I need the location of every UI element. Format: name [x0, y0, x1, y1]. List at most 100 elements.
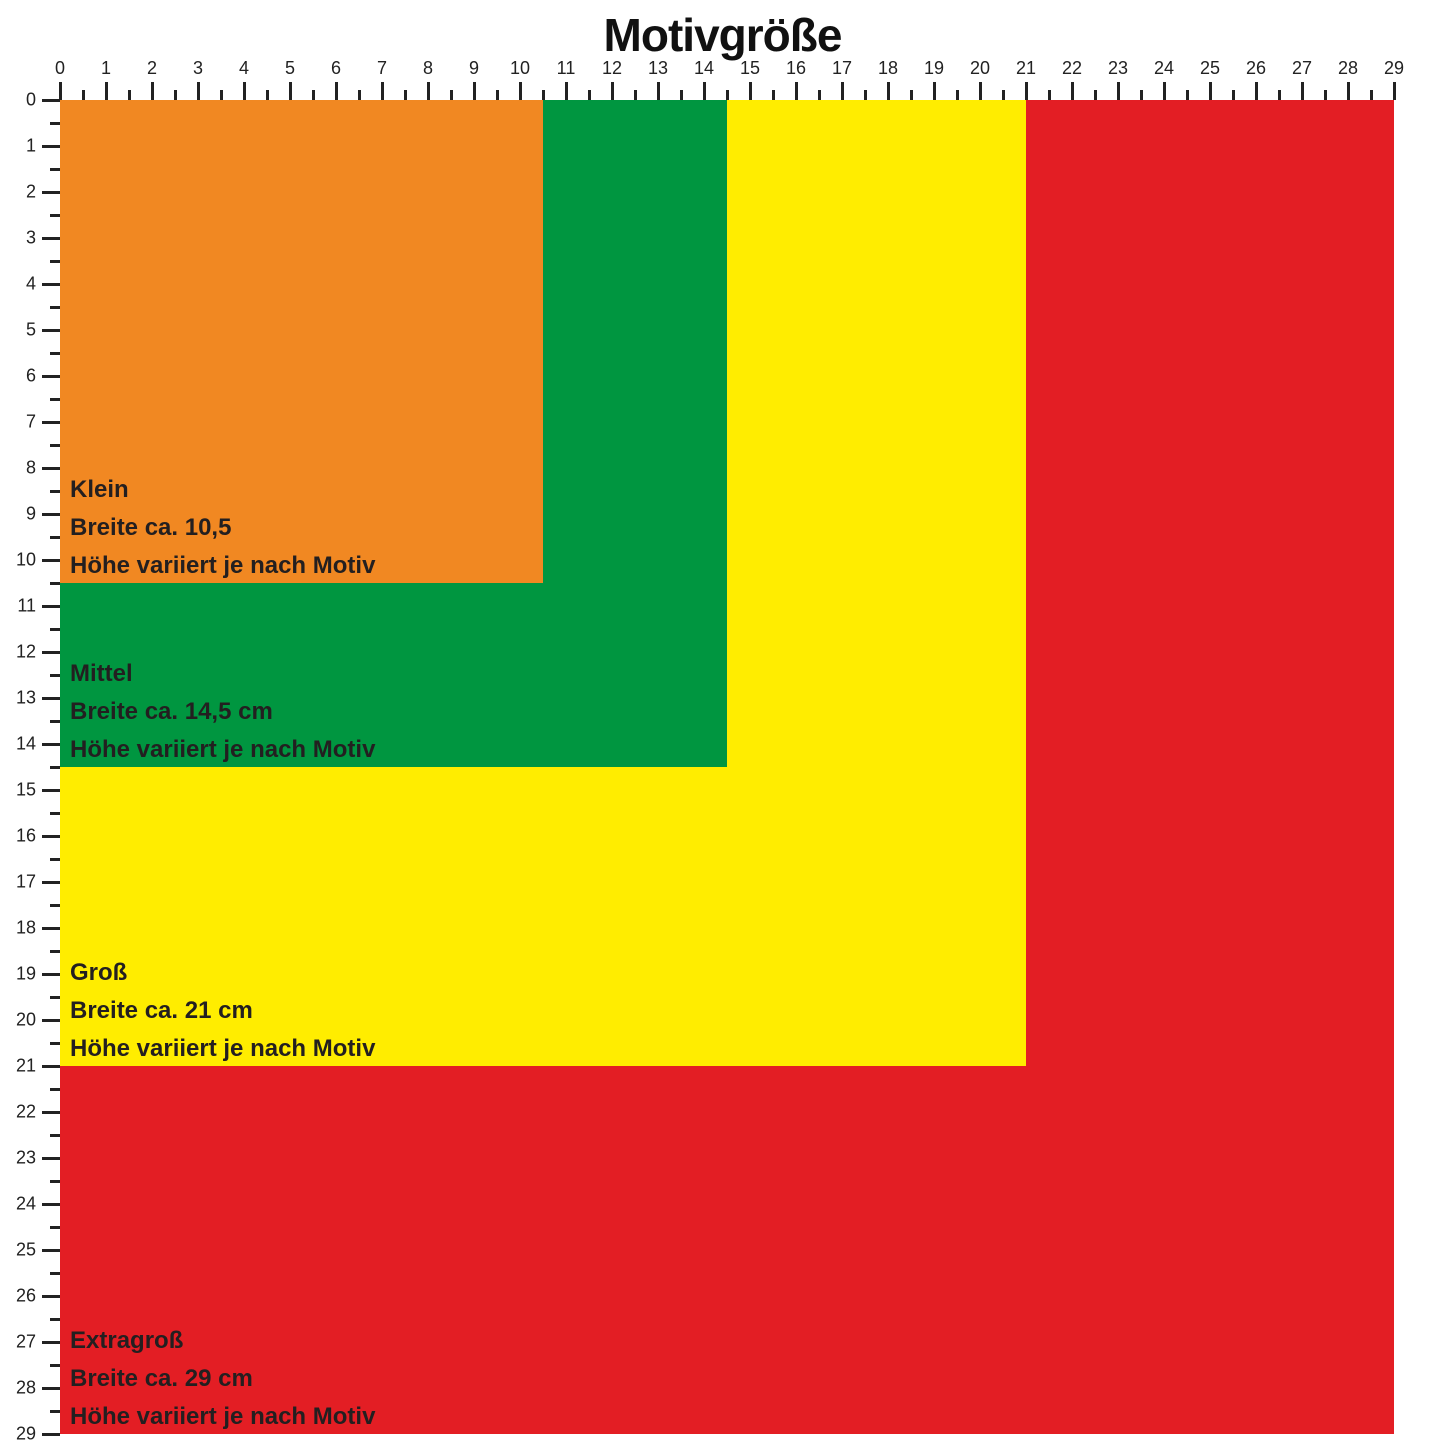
ruler-tick [42, 191, 60, 194]
size-name: Klein [70, 473, 533, 507]
ruler-number: 7 [377, 58, 387, 79]
ruler-number: 9 [8, 504, 36, 525]
ruler-tick [335, 82, 338, 100]
ruler-number: 20 [8, 1010, 36, 1031]
ruler-number: 19 [924, 58, 944, 79]
ruler-tick [59, 82, 62, 100]
ruler-tick [933, 82, 936, 100]
ruler-tick [427, 82, 430, 100]
ruler-tick-minor [818, 90, 821, 100]
ruler-tick-minor [50, 858, 60, 861]
ruler-tick-minor [404, 90, 407, 100]
ruler-tick [381, 82, 384, 100]
ruler-number: 2 [8, 182, 36, 203]
ruler-number: 27 [8, 1332, 36, 1353]
ruler-tick [1025, 82, 1028, 100]
ruler-number: 0 [8, 90, 36, 111]
ruler-tick [42, 559, 60, 562]
size-line: Breite ca. 21 cm [70, 994, 1016, 1028]
ruler-number: 1 [101, 58, 111, 79]
ruler-tick [42, 881, 60, 884]
ruler-tick [1393, 82, 1396, 100]
ruler-tick [42, 283, 60, 286]
ruler-tick-minor [50, 812, 60, 815]
ruler-tick [42, 1249, 60, 1252]
ruler-tick [42, 1203, 60, 1206]
ruler-tick-minor [50, 1042, 60, 1045]
ruler-tick [42, 1295, 60, 1298]
ruler-tick [611, 82, 614, 100]
ruler-tick-minor [50, 352, 60, 355]
ruler-number: 1 [8, 136, 36, 157]
ruler-tick [749, 82, 752, 100]
ruler-tick-minor [50, 1134, 60, 1137]
size-line: Höhe variiert je nach Motiv [70, 1400, 1384, 1434]
ruler-tick-minor [1094, 90, 1097, 100]
ruler-tick-minor [50, 306, 60, 309]
ruler-number: 12 [8, 642, 36, 663]
ruler-number: 4 [8, 274, 36, 295]
ruler-number: 14 [8, 734, 36, 755]
ruler-number: 21 [8, 1056, 36, 1077]
ruler-tick [105, 82, 108, 100]
ruler-number: 2 [147, 58, 157, 79]
ruler-tick-minor [50, 214, 60, 217]
size-line: Breite ca. 10,5 [70, 511, 533, 545]
ruler-tick [42, 973, 60, 976]
ruler-tick-minor [450, 90, 453, 100]
ruler-tick-minor [864, 90, 867, 100]
ruler-tick-minor [50, 260, 60, 263]
ruler-number: 11 [557, 58, 576, 79]
ruler-number: 18 [878, 58, 898, 79]
ruler-number: 5 [8, 320, 36, 341]
ruler-number: 24 [1154, 58, 1174, 79]
ruler-tick-minor [50, 1364, 60, 1367]
ruler-tick [657, 82, 660, 100]
ruler-tick-minor [634, 90, 637, 100]
ruler-number: 3 [193, 58, 203, 79]
ruler-number: 28 [8, 1378, 36, 1399]
ruler-tick [42, 513, 60, 516]
plot-area: ExtragroßBreite ca. 29 cmHöhe variiert j… [60, 100, 1394, 1434]
ruler-number: 15 [740, 58, 760, 79]
ruler-tick [42, 1157, 60, 1160]
ruler-number: 13 [648, 58, 668, 79]
ruler-tick [42, 1387, 60, 1390]
ruler-tick-minor [174, 90, 177, 100]
ruler-tick-minor [50, 444, 60, 447]
ruler-tick [42, 605, 60, 608]
ruler-number: 10 [510, 58, 530, 79]
size-label-mittel: MittelBreite ca. 14,5 cmHöhe variiert je… [70, 657, 717, 767]
ruler-tick [42, 743, 60, 746]
ruler-number: 22 [1062, 58, 1082, 79]
ruler-tick [42, 927, 60, 930]
ruler-tick [1347, 82, 1350, 100]
ruler-number: 5 [285, 58, 295, 79]
ruler-number: 8 [423, 58, 433, 79]
ruler-tick-minor [956, 90, 959, 100]
ruler-tick-minor [50, 536, 60, 539]
ruler-tick [42, 375, 60, 378]
ruler-tick-minor [1324, 90, 1327, 100]
ruler-tick [519, 82, 522, 100]
ruler-number: 25 [8, 1240, 36, 1261]
ruler-number: 21 [1016, 58, 1036, 79]
ruler-tick-minor [496, 90, 499, 100]
ruler-tick [887, 82, 890, 100]
ruler-number: 17 [8, 872, 36, 893]
ruler-number: 23 [1108, 58, 1128, 79]
ruler-number: 14 [694, 58, 714, 79]
ruler-tick [979, 82, 982, 100]
ruler-number: 12 [602, 58, 622, 79]
ruler-tick-minor [772, 90, 775, 100]
size-line: Höhe variiert je nach Motiv [70, 549, 533, 583]
ruler-tick [42, 1341, 60, 1344]
ruler-tick-minor [50, 168, 60, 171]
ruler-number: 10 [8, 550, 36, 571]
size-diagram: Motivgröße 01234567891011121314151617181… [0, 0, 1445, 1445]
ruler-tick [42, 697, 60, 700]
ruler-number: 7 [8, 412, 36, 433]
ruler-tick [42, 651, 60, 654]
ruler-number: 29 [8, 1424, 36, 1445]
ruler-tick-minor [50, 950, 60, 953]
